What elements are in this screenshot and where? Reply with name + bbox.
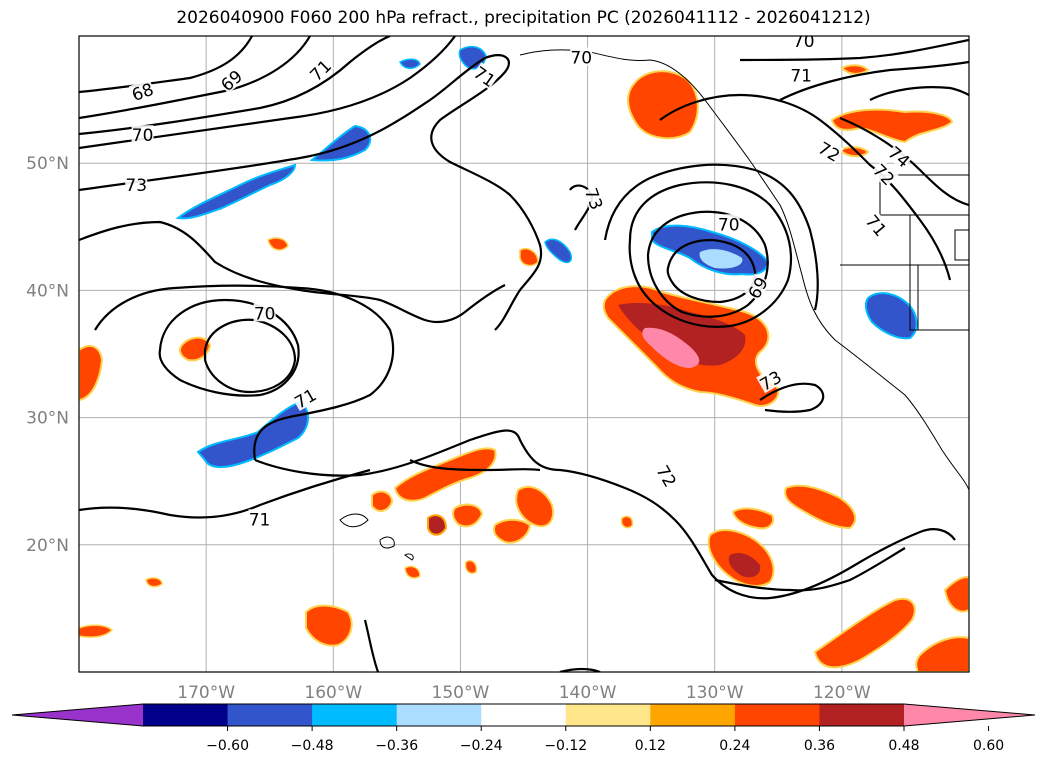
colorbar-segment <box>227 704 313 726</box>
contour-label: 73 <box>125 174 148 196</box>
precip-patch <box>784 484 857 530</box>
colorbar-tick-label: −0.36 <box>375 738 418 754</box>
precip-patch <box>175 163 297 220</box>
lon-label: 170°W <box>177 683 235 703</box>
lat-label: 50°N <box>26 154 69 174</box>
svg-text:70: 70 <box>570 49 592 69</box>
lon-label: 130°W <box>686 683 744 703</box>
contour-label: 70 <box>253 303 276 324</box>
svg-text:70: 70 <box>718 215 740 235</box>
precip-patch <box>305 604 353 647</box>
precipitation-fill <box>79 45 969 672</box>
colorbar-segment <box>734 704 820 726</box>
precip-patch <box>699 249 743 269</box>
precip-patch <box>179 336 212 362</box>
precip-patch <box>519 248 539 267</box>
precip-patch <box>79 624 114 638</box>
colorbar-tick-label: 0.36 <box>804 738 835 754</box>
colorbar-tick-label: −0.24 <box>460 738 503 754</box>
precip-patch <box>404 565 421 579</box>
latitude-labels: 50°N 40°N 30°N 20°N <box>26 154 69 556</box>
contour-label: 71 <box>248 509 271 530</box>
colorbar-extend-high <box>904 704 1035 726</box>
svg-text:70: 70 <box>132 126 154 146</box>
lat-label: 40°N <box>26 281 69 301</box>
map-title: 2026040900 F060 200 hPa refract., precip… <box>176 8 871 28</box>
colorbar <box>11 703 1036 727</box>
contour-label: 70 <box>131 125 154 146</box>
colorbar-segment <box>481 704 567 726</box>
contour-label: 70 <box>717 214 740 235</box>
colorbar-segment <box>143 704 229 726</box>
contour-label: 70 <box>792 32 815 52</box>
colorbar-tick-label: −0.12 <box>544 738 587 754</box>
precip-patch <box>464 560 478 574</box>
precip-patch <box>452 503 484 528</box>
colorbar-tick-label: 0.24 <box>719 738 750 754</box>
colorbar-tick-label: 0.48 <box>888 738 919 754</box>
precip-patch <box>642 327 700 368</box>
colorbar-tick-label: 0.60 <box>973 738 1004 754</box>
precip-patch <box>627 70 699 140</box>
precip-patch <box>544 238 572 264</box>
precip-patch <box>515 485 554 528</box>
lat-label: 30°N <box>26 409 69 429</box>
colorbar-segment <box>819 704 905 726</box>
precip-patch <box>427 514 448 536</box>
longitude-labels: 170°W 160°W 150°W 140°W 130°W 120°W <box>177 683 871 703</box>
graticule-gridlines <box>79 36 969 672</box>
precip-patch <box>393 447 497 502</box>
refractivity-contours <box>79 36 969 672</box>
svg-text:70: 70 <box>793 32 815 52</box>
precip-patch <box>493 518 532 544</box>
svg-text:73: 73 <box>125 176 147 196</box>
precip-patch <box>915 636 969 672</box>
precip-patch <box>618 302 746 366</box>
lon-label: 140°W <box>559 683 617 703</box>
colorbar-segment <box>312 704 398 726</box>
lon-label: 150°W <box>432 683 490 703</box>
colorbar-tick-label: −0.48 <box>291 738 334 754</box>
contour-label: 70 <box>570 47 593 69</box>
contour-label: 71 <box>790 65 813 86</box>
precip-patch <box>267 237 289 251</box>
colorbar-segment <box>396 704 482 726</box>
colorbar-segment <box>565 704 651 726</box>
colorbar-tick-labels: −0.60 −0.48 −0.36 −0.24 −0.12 0.12 0.24 0.36 0.4… <box>206 726 1004 754</box>
precip-patch <box>731 507 774 530</box>
precip-patch <box>830 108 954 144</box>
precip-patch <box>813 597 916 669</box>
precip-patch <box>196 400 309 468</box>
lon-label: 160°W <box>304 683 362 703</box>
precip-patch <box>79 344 104 402</box>
svg-text:71: 71 <box>790 66 812 86</box>
lat-label: 20°N <box>26 536 69 556</box>
precip-patch <box>943 576 969 613</box>
precip-patch <box>840 64 870 75</box>
precip-patch <box>838 146 870 158</box>
precip-patch <box>728 553 761 578</box>
svg-text:70: 70 <box>254 304 276 324</box>
colorbar-extend-low <box>12 704 143 726</box>
precip-patch <box>620 515 634 529</box>
svg-text:71: 71 <box>249 510 271 530</box>
colorbar-tick-label: −0.60 <box>206 738 249 754</box>
colorbar-tick-label: 0.12 <box>635 738 666 754</box>
precip-patch <box>398 58 421 69</box>
precip-patch <box>371 490 394 512</box>
lon-label: 120°W <box>813 683 871 703</box>
precip-patch <box>864 292 918 340</box>
colorbar-segment <box>650 704 736 726</box>
precip-patch <box>145 577 163 588</box>
